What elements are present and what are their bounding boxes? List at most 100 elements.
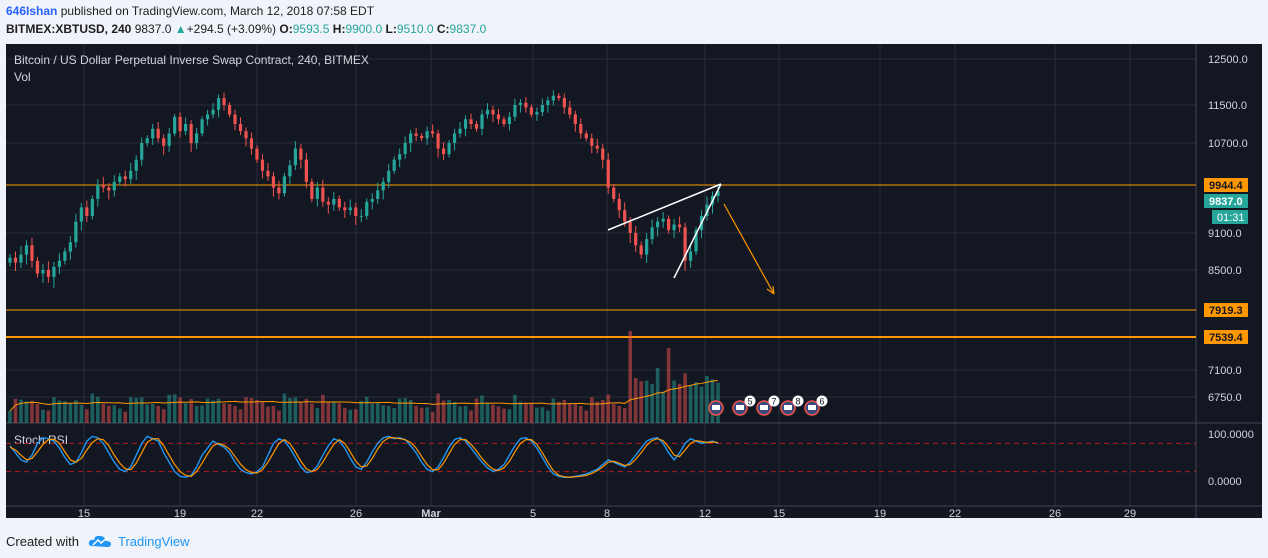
volume-bar [430,411,435,423]
candle-body [90,198,94,216]
volume-bar [650,384,654,423]
price-chart[interactable]: Bitcoin / US Dollar Perpetual Inverse Sw… [6,44,1262,518]
close-label: C: [436,22,450,36]
flag-stripes [808,405,816,410]
candle-body [337,198,341,208]
candle-body [222,98,226,105]
volume-bar [491,404,495,423]
candle-body [189,124,193,143]
x-tick-label: 19 [174,508,186,518]
candle-body [24,245,29,255]
volume-bar [299,402,303,423]
volume-bar [557,401,561,423]
x-tick-label: 15 [773,508,785,518]
volume-bar [458,406,462,423]
volume-bar [13,399,18,423]
candle-body [304,159,308,182]
candle-body [447,143,451,155]
author-link[interactable]: 646Ishan [6,4,58,18]
volume-bar [260,402,265,423]
candle-body [178,116,182,132]
badge-count: 8 [795,397,800,407]
candle-body [205,114,210,120]
candle-body [365,201,369,216]
event-badge[interactable]: 7 [756,395,780,416]
candle-body [321,187,325,202]
candle-body [167,133,171,146]
tradingview-brand[interactable]: TradingView [118,534,190,549]
volume-bar [183,403,188,423]
flag-stripes [784,405,792,410]
volume-bar [172,394,177,423]
volume-bar [96,396,100,423]
candle-body [173,116,177,134]
candle-body [184,124,188,132]
candle-body [705,204,709,216]
volume-bar [414,405,418,423]
countdown-tag [1212,210,1248,224]
volume-bar [452,402,457,423]
x-tick-label: 22 [251,508,263,518]
volume-bar [342,407,347,423]
candle-body [661,218,665,222]
candle-body [392,159,396,171]
candle-body [310,181,314,199]
projection-arrow-line [723,203,775,295]
chart-title: Bitcoin / US Dollar Perpetual Inverse Sw… [14,53,369,67]
event-badge[interactable]: 6 [804,395,828,416]
event-badge[interactable]: 5 [732,395,756,416]
candle-body [101,184,105,188]
open-value: 9593.5 [292,22,330,36]
volume-bar [535,407,539,423]
volume-bar [578,406,583,423]
chart-panel[interactable]: Bitcoin / US Dollar Perpetual Inverse Sw… [6,44,1262,518]
candle-body [491,109,495,115]
candle-body [557,95,561,99]
candle-body [85,207,89,216]
last-price: 9837.0 [134,22,172,36]
candle-body [551,95,555,101]
candle-body [79,207,83,222]
candle-body [195,133,199,143]
candle-body [376,190,380,199]
candle-body [606,159,610,188]
badge-count: 6 [819,397,824,407]
volume-bar [518,401,523,423]
volume-bar [52,397,56,423]
candle-body [667,218,671,231]
volume-bar [392,408,396,423]
symbol-label: BITMEX:XBTUSD, 240 [6,22,132,36]
candle-body [107,187,111,191]
volume-bar [359,401,364,423]
event-badge[interactable]: 8 [780,395,804,416]
volume-bar [271,406,276,423]
candle-body [485,109,490,115]
volume-bar [19,399,23,423]
volume-bar [238,409,243,423]
volume-bar [381,405,386,423]
candle-body [688,251,693,261]
volume-bar [622,408,627,423]
event-badge[interactable] [708,400,724,416]
badge-count-bg [768,395,780,407]
candle-body [359,215,363,217]
arrow-head-icon [766,285,775,295]
volume-bar [293,397,298,423]
volume-bar [633,378,638,423]
volume-bar [30,400,34,423]
candle-body [474,124,479,129]
candle-body [370,198,374,202]
volume-bar [167,394,171,423]
volume-bar [397,398,402,423]
volume-ma-line [9,380,719,412]
level-price-label: 7919.3 [1209,305,1243,317]
candle-body [260,159,265,171]
volume-bar [145,404,150,423]
volume-bar [699,386,704,423]
candle-body [233,114,237,124]
candle-body [513,105,517,117]
candle-body [46,270,51,277]
candle-body [68,242,72,252]
tradingview-cloud-icon[interactable] [88,533,112,549]
badge-count-bg [792,395,804,407]
